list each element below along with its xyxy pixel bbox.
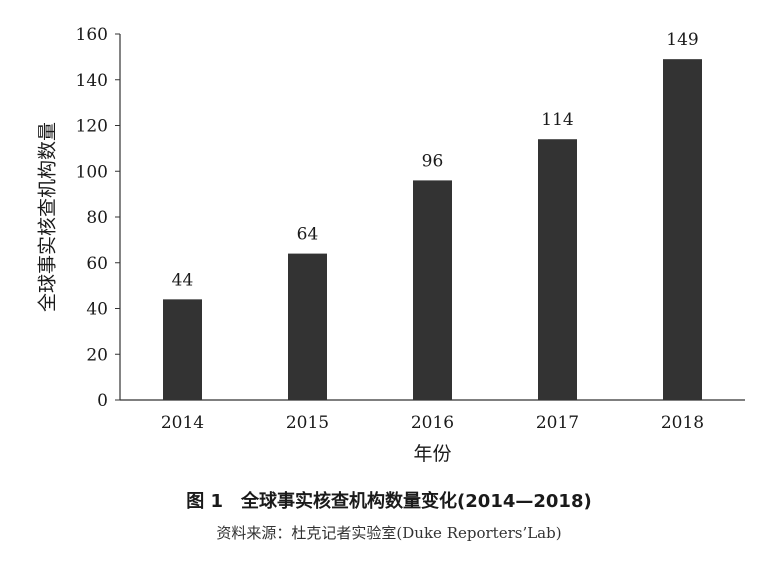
y-tick-label: 120 (76, 117, 108, 137)
y-tick-label: 0 (97, 391, 108, 411)
y-axis-title: 全球事实核查机构数量 (37, 122, 59, 312)
x-tick-label: 2016 (411, 413, 454, 433)
y-tick-label: 160 (76, 25, 108, 45)
y-ticks: 0 20 40 60 80 100 120 140 160 (76, 25, 120, 411)
y-tick-label: 80 (86, 208, 108, 228)
bar-value-label: 96 (422, 151, 444, 171)
figure-caption-title: 图 1 全球事实核查机构数量变化(2014—2018) (186, 491, 592, 512)
x-tick-label: 2017 (536, 413, 579, 433)
y-tick-label: 20 (86, 345, 108, 365)
bar (663, 59, 702, 400)
x-axis-title: 年份 (413, 443, 451, 465)
figure-caption-source: 资料来源：杜克记者实验室(Duke Reporters’Lab) (216, 524, 562, 542)
x-tick-label: 2014 (161, 413, 204, 433)
bar (413, 180, 452, 400)
y-tick-label: 60 (86, 254, 108, 274)
y-tick-label: 100 (76, 162, 108, 182)
bar-value-label: 114 (541, 110, 573, 130)
bar-value-label: 64 (297, 225, 319, 245)
y-tick-label: 40 (86, 300, 108, 320)
bar (163, 299, 202, 400)
y-tick-label: 140 (76, 71, 108, 91)
bar-value-label: 149 (666, 30, 698, 50)
x-tick-label: 2018 (661, 413, 704, 433)
bar (288, 253, 327, 400)
bar-value-label: 44 (172, 270, 194, 290)
x-ticks: 2014 2015 2016 2017 2018 (161, 413, 704, 433)
x-tick-label: 2015 (286, 413, 329, 433)
bars: 44 64 96 114 149 (163, 30, 702, 400)
bar (538, 139, 577, 400)
